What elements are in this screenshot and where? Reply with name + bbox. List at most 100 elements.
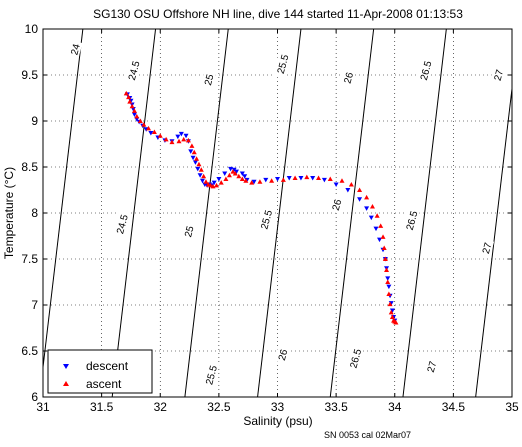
legend-descent-label: descent [86, 359, 129, 373]
x-tick-label: 31.5 [90, 400, 114, 414]
ascent-point [191, 149, 197, 155]
ascent-point [327, 176, 333, 181]
data-layer [123, 90, 399, 325]
grid-layer [42, 28, 513, 398]
descent-point [233, 169, 239, 175]
contour-label-background [423, 357, 439, 376]
contour-layer: 2424.52525.52626.52724.52525.52626.52724… [43, 29, 512, 397]
contour-label: 26 [274, 345, 291, 364]
ascent-point [280, 177, 286, 182]
descent-point [345, 188, 351, 193]
isopycnal-line-25 [184, 29, 229, 397]
descent-point [178, 131, 184, 137]
y-tick-label: 7.5 [21, 252, 38, 266]
y-tick-label: 6 [31, 390, 38, 404]
ascent-point [189, 143, 195, 148]
contour-label-background [256, 204, 276, 235]
contour-label-text: 25.5 [259, 209, 275, 231]
ascent-point [239, 176, 245, 181]
ascent-point [196, 161, 202, 167]
contour-label: 24.5 [123, 55, 143, 86]
descent-point [373, 226, 379, 232]
isopycnal-line-24-5 [111, 29, 157, 397]
contour-label: 25.5 [256, 204, 276, 235]
contour-label: 24 [66, 39, 83, 59]
ascent-point [369, 204, 375, 209]
ascent-point [126, 94, 132, 100]
contour-label-background [274, 345, 291, 364]
contour-label: 27 [423, 357, 439, 376]
y-tick-label: 9 [31, 114, 38, 128]
descent-point [131, 112, 137, 118]
descent-point [242, 174, 248, 179]
contour-label-background [200, 70, 217, 89]
descent-point [175, 134, 181, 140]
ascent-point [382, 256, 388, 261]
contour-label-background [201, 359, 221, 390]
isopycnal-line-24 [43, 29, 84, 372]
ascent-point [131, 108, 137, 113]
contour-label-text: 25.5 [276, 53, 292, 75]
contour-label-background [345, 343, 365, 374]
descent-point [195, 166, 201, 172]
descent-point [216, 176, 222, 182]
y-tick-label: 6.5 [21, 344, 38, 358]
ascent-point [269, 178, 275, 183]
chart-title: SG130 OSU Offshore NH line, dive 144 sta… [93, 7, 463, 21]
contour-label-text: 25.5 [204, 364, 220, 386]
y-tick-label: 8.5 [21, 160, 38, 174]
contour-label-background [180, 222, 197, 241]
ascent-point [357, 187, 363, 192]
x-tick-label: 34.5 [442, 400, 466, 414]
x-tick-label: 33.5 [324, 400, 348, 414]
descent-point [385, 276, 391, 281]
ascent-point [364, 194, 370, 200]
ascent-point [198, 167, 204, 172]
contour-label-text: 24.5 [115, 213, 131, 235]
ascent-point [151, 129, 157, 135]
descent-point [321, 177, 327, 183]
ascent-point [384, 267, 390, 273]
descent-point [251, 179, 257, 185]
contour-label-text: 26.5 [405, 210, 421, 232]
x-tick-label: 34 [388, 400, 402, 414]
legend-ascent-marker [63, 381, 69, 386]
ascent-point [257, 179, 263, 184]
contour-label-text: 27 [481, 241, 495, 255]
contour-label-background [339, 68, 356, 88]
contour-label-background [478, 238, 495, 258]
isopycnal-line-25-5 [257, 29, 302, 397]
contour-label-text: 26 [277, 348, 291, 362]
ascent-point [169, 139, 175, 145]
contour-label-text: 24.5 [127, 60, 143, 82]
descent-point [286, 176, 292, 181]
contour-label: 27 [478, 238, 495, 258]
contour-label-background [123, 55, 143, 86]
legend: descent ascent [47, 349, 153, 394]
contour-label-text: 26.5 [349, 348, 365, 370]
x-tick-label: 32.5 [207, 400, 231, 414]
ascent-point [123, 90, 129, 96]
ascent-point [378, 223, 384, 228]
descent-point [368, 215, 374, 221]
contour-label: 25.5 [272, 48, 292, 80]
ascent-point [157, 133, 163, 138]
contour-label: 26.5 [401, 205, 421, 236]
legend-descent-marker [63, 364, 69, 369]
ascent-point [214, 182, 220, 188]
descent-point [222, 171, 228, 176]
contour-label-background [272, 48, 292, 80]
descent-point [386, 284, 392, 290]
descent-point [199, 178, 205, 184]
ascent-point [374, 213, 380, 218]
contour-label-text: 25 [183, 225, 197, 239]
contour-label-background [328, 195, 344, 215]
ascent-point [194, 156, 200, 161]
contour-label-background [112, 208, 131, 240]
ascent-point [129, 103, 135, 109]
ascent-point [127, 99, 133, 104]
isopycnal-line-26 [329, 29, 375, 397]
contour-label-text: 26 [343, 71, 357, 85]
